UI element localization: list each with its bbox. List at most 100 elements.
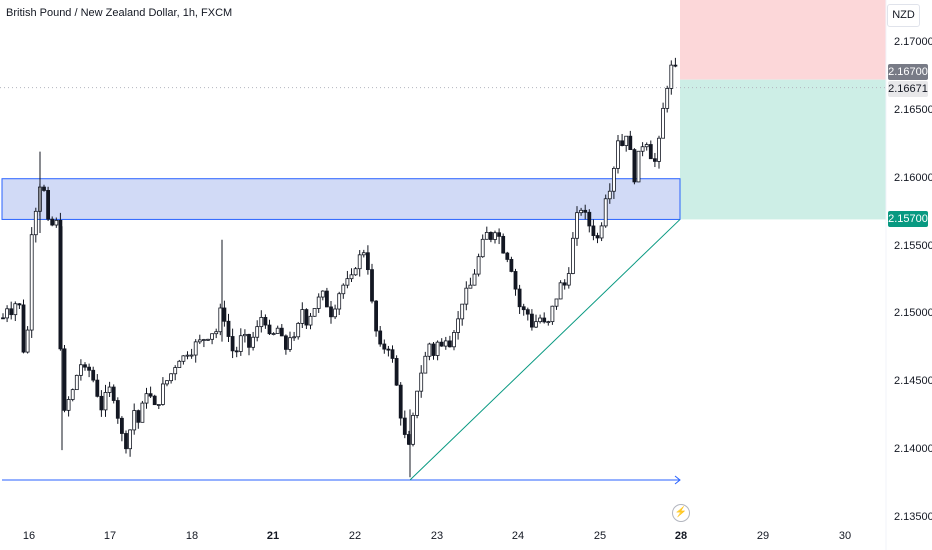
candle-body bbox=[214, 331, 219, 335]
candle-body bbox=[583, 209, 588, 213]
candle-body bbox=[488, 231, 493, 240]
candle-body bbox=[136, 410, 141, 423]
candle-body bbox=[169, 373, 174, 382]
candle-body bbox=[185, 354, 190, 357]
candle-body bbox=[464, 287, 469, 305]
last-price-badge: 2.16671 bbox=[888, 81, 928, 97]
candle-body bbox=[218, 307, 223, 333]
candle-body bbox=[497, 232, 502, 237]
time-tick-label: 17 bbox=[103, 530, 117, 542]
time-tick-label: 23 bbox=[430, 530, 444, 542]
candle-body bbox=[152, 395, 157, 406]
candle-body bbox=[103, 392, 108, 411]
candle-body bbox=[591, 225, 596, 236]
price-tick-label: 2.16500 bbox=[894, 103, 932, 116]
price-tick-label: 2.14500 bbox=[894, 375, 932, 388]
candle-body bbox=[509, 259, 514, 272]
price-tick-label: 2.14000 bbox=[894, 443, 932, 456]
candle-body bbox=[242, 333, 247, 337]
time-tick-label: 18 bbox=[185, 530, 199, 542]
candle-body bbox=[513, 271, 518, 290]
candle-body bbox=[341, 284, 346, 295]
candle-body bbox=[46, 190, 50, 220]
price-tick-label: 2.15000 bbox=[894, 307, 932, 320]
candle-body bbox=[156, 404, 161, 406]
candle-body bbox=[460, 303, 465, 320]
candle-body bbox=[177, 360, 182, 368]
candle-body bbox=[58, 219, 63, 350]
candle-body bbox=[480, 238, 485, 258]
candle-body bbox=[398, 384, 403, 419]
price-tick-label: 2.17000 bbox=[894, 36, 932, 48]
time-tick-label: 28 bbox=[674, 530, 688, 542]
time-tick-label: 21 bbox=[266, 530, 280, 542]
candle-body bbox=[62, 348, 67, 411]
clock-icon[interactable]: ⚡ bbox=[672, 504, 690, 522]
candle-body bbox=[616, 140, 620, 169]
candle-body bbox=[546, 321, 551, 324]
candle-body bbox=[316, 296, 321, 309]
candle-body bbox=[554, 298, 559, 307]
candle-body bbox=[599, 225, 604, 239]
candle-body bbox=[181, 355, 186, 362]
candle-body bbox=[288, 337, 292, 350]
candle-body bbox=[530, 313, 534, 328]
candle-body bbox=[193, 341, 198, 356]
candle-body bbox=[620, 140, 624, 146]
candle-body bbox=[206, 338, 210, 341]
candle-body bbox=[439, 341, 444, 347]
candle-body bbox=[624, 135, 629, 146]
candle-body bbox=[661, 107, 665, 139]
candle-body bbox=[292, 336, 297, 339]
candle-body bbox=[386, 348, 391, 351]
candle-body bbox=[525, 309, 530, 315]
ascending-trendline[interactable] bbox=[409, 219, 681, 481]
candle-body bbox=[575, 212, 579, 239]
candle-body bbox=[333, 308, 338, 318]
candle-body bbox=[476, 256, 481, 275]
candle-body bbox=[165, 380, 169, 385]
candle-body bbox=[99, 395, 104, 411]
candle-body bbox=[13, 303, 18, 316]
candle-body bbox=[308, 315, 313, 326]
candle-body bbox=[640, 146, 645, 152]
time-tick-label: 16 bbox=[22, 530, 36, 542]
candle-body bbox=[87, 366, 91, 371]
candle-body bbox=[378, 330, 383, 345]
candle-body bbox=[542, 317, 547, 323]
chart-title: British Pound / New Zealand Dollar, 1h, … bbox=[6, 7, 233, 19]
resistance-zone[interactable] bbox=[1, 178, 681, 220]
candle-body bbox=[234, 350, 239, 353]
candle-body bbox=[70, 389, 75, 400]
candle-body bbox=[275, 327, 280, 334]
candle-body bbox=[558, 282, 563, 300]
candle-body bbox=[210, 333, 215, 340]
candle-body bbox=[603, 198, 608, 227]
candle-body bbox=[160, 383, 165, 405]
candle-body bbox=[267, 324, 272, 335]
candle-body bbox=[501, 235, 506, 254]
candle-body bbox=[390, 349, 395, 359]
price-tick-label: 2.13500 bbox=[894, 511, 932, 523]
candle-body bbox=[255, 326, 260, 338]
candle-body bbox=[353, 268, 358, 276]
candle-body bbox=[452, 332, 456, 348]
currency-selector-button[interactable]: NZD bbox=[887, 4, 920, 27]
candle-body bbox=[259, 317, 264, 328]
candle-body bbox=[17, 303, 22, 306]
candle-body bbox=[251, 336, 256, 348]
candle-body bbox=[472, 273, 477, 286]
candle-body bbox=[324, 290, 329, 308]
candle-body bbox=[657, 137, 661, 162]
time-tick-label: 29 bbox=[756, 530, 770, 542]
candle-body bbox=[423, 355, 428, 374]
candle-body bbox=[115, 400, 120, 419]
candle-body bbox=[5, 308, 9, 319]
candle-body bbox=[382, 343, 387, 350]
candle-body bbox=[443, 340, 448, 347]
candle-body bbox=[29, 234, 34, 331]
price-tick-label: 2.16000 bbox=[894, 171, 932, 184]
candle-body bbox=[107, 386, 112, 393]
candle-body bbox=[612, 167, 616, 192]
